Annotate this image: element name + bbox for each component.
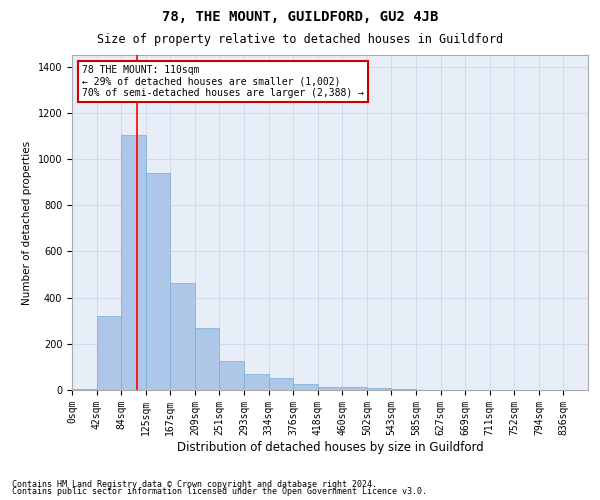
Text: 78, THE MOUNT, GUILDFORD, GU2 4JB: 78, THE MOUNT, GUILDFORD, GU2 4JB xyxy=(162,10,438,24)
Bar xyxy=(367,388,391,390)
Bar xyxy=(220,361,244,390)
Bar xyxy=(293,384,318,390)
Bar xyxy=(121,134,146,390)
Text: Size of property relative to detached houses in Guildford: Size of property relative to detached ho… xyxy=(97,32,503,46)
Text: Contains public sector information licensed under the Open Government Licence v3: Contains public sector information licen… xyxy=(12,487,427,496)
Bar xyxy=(170,282,195,390)
Bar xyxy=(342,386,367,390)
X-axis label: Distribution of detached houses by size in Guildford: Distribution of detached houses by size … xyxy=(176,440,484,454)
Y-axis label: Number of detached properties: Number of detached properties xyxy=(22,140,32,304)
Bar xyxy=(97,316,121,390)
Text: 78 THE MOUNT: 110sqm
← 29% of detached houses are smaller (1,002)
70% of semi-de: 78 THE MOUNT: 110sqm ← 29% of detached h… xyxy=(82,65,364,98)
Bar xyxy=(195,328,220,390)
Bar xyxy=(72,389,97,390)
Text: Contains HM Land Registry data © Crown copyright and database right 2024.: Contains HM Land Registry data © Crown c… xyxy=(12,480,377,489)
Bar xyxy=(269,378,293,390)
Bar xyxy=(318,386,342,390)
Bar xyxy=(244,374,269,390)
Bar xyxy=(146,173,170,390)
Bar xyxy=(391,389,416,390)
